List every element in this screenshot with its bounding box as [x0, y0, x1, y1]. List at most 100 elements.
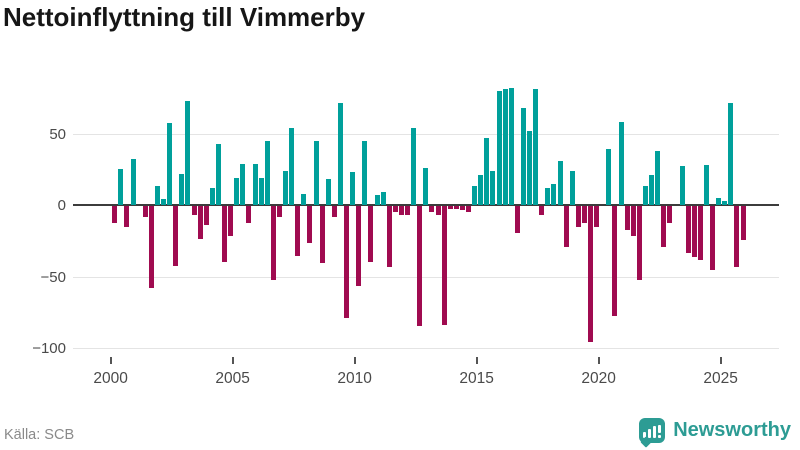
bar [661, 206, 667, 248]
y-tick-label: −100 [32, 340, 66, 357]
bar [588, 206, 593, 342]
bar [606, 149, 612, 205]
bar [728, 103, 734, 205]
bar [703, 164, 709, 205]
y-tick-label: −50 [40, 268, 66, 286]
bar [283, 170, 288, 205]
newsworthy-logo-icon [639, 417, 666, 448]
newsworthy-logo-text: Newsworthy [673, 418, 791, 441]
bar [185, 100, 191, 205]
bar [691, 206, 697, 258]
x-tick-mark [109, 357, 112, 364]
bar [240, 163, 246, 205]
bar [148, 206, 154, 288]
bar [142, 206, 148, 218]
bar [679, 166, 685, 205]
bar [289, 127, 295, 205]
bar [563, 206, 569, 248]
x-tick-mark [597, 357, 600, 364]
exclamation-icon [658, 425, 662, 438]
bar [502, 89, 508, 205]
bar [429, 206, 435, 212]
x-tick-label: 2005 [215, 370, 250, 387]
bar [325, 179, 331, 205]
bar [374, 194, 380, 205]
bar [264, 140, 270, 205]
x-tick-label: 2025 [703, 370, 738, 387]
bar [130, 159, 136, 205]
mini-bar-chart-icon [643, 431, 647, 438]
x-tick-label: 2015 [459, 370, 494, 387]
bar [124, 206, 130, 228]
bar [508, 87, 514, 205]
bar [313, 140, 319, 205]
bar [392, 206, 398, 212]
bar [539, 206, 545, 215]
bar [527, 130, 532, 205]
bar [667, 206, 673, 224]
bar [167, 123, 173, 205]
bar [569, 170, 575, 205]
bar [234, 177, 240, 205]
bar [478, 174, 484, 205]
bar [545, 187, 551, 205]
bar [380, 192, 386, 205]
bar [459, 206, 465, 211]
bar [368, 206, 374, 262]
bar [350, 172, 356, 205]
bar [179, 173, 185, 205]
bar [356, 206, 362, 287]
bar [209, 187, 215, 205]
bar [636, 206, 642, 281]
bar [618, 122, 624, 205]
bar [716, 197, 722, 205]
bar [173, 206, 179, 267]
bar [722, 200, 728, 205]
bar [435, 206, 441, 215]
bar [362, 140, 368, 205]
y-tick-label: 50 [49, 125, 66, 143]
bar [734, 206, 740, 268]
bar [405, 206, 410, 215]
bar [557, 160, 563, 205]
mini-bar-chart-icon [653, 425, 657, 438]
bar [612, 206, 618, 317]
bar [222, 206, 227, 262]
bar [630, 206, 636, 237]
bar [740, 206, 746, 241]
bar [697, 206, 703, 261]
bar [685, 206, 691, 254]
bar [575, 206, 581, 228]
bar [447, 206, 453, 209]
bar [112, 206, 118, 224]
x-tick-label: 2000 [93, 370, 128, 387]
bar [710, 206, 715, 271]
bar [417, 206, 423, 327]
bar [319, 206, 325, 264]
bar [551, 183, 557, 205]
bar [441, 206, 447, 325]
bar [331, 206, 337, 218]
bar [154, 186, 160, 205]
bar [411, 127, 417, 205]
bar [514, 206, 520, 234]
bar [453, 206, 459, 209]
bar [258, 177, 264, 205]
bar [423, 167, 429, 205]
y-gridline [73, 133, 779, 135]
bar [295, 206, 301, 257]
x-tick-label: 2020 [581, 370, 616, 387]
bar [386, 206, 392, 268]
bar [496, 90, 502, 205]
bar [276, 206, 282, 218]
bar [490, 170, 496, 205]
bar [252, 163, 258, 205]
bar [642, 186, 648, 205]
newsworthy-logo[interactable]: Newsworthy [639, 414, 791, 448]
source-label: Källa: SCB [4, 427, 75, 443]
bar [270, 206, 276, 281]
bar [344, 206, 349, 318]
x-tick-mark [719, 357, 722, 364]
bar [624, 206, 630, 231]
